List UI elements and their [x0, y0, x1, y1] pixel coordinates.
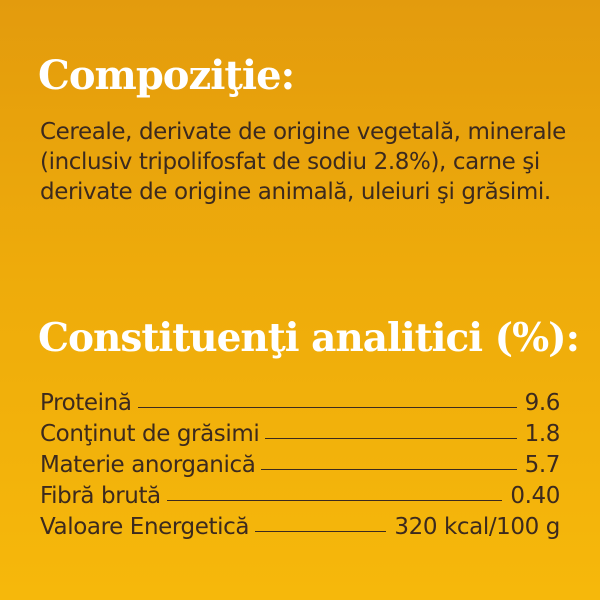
- dotted-leader-line: [255, 531, 387, 532]
- dotted-leader-line: [265, 438, 517, 439]
- analysis-row-fat-content: Conţinut de grăsimi 1.8: [40, 419, 560, 450]
- analysis-label: Proteină: [40, 390, 132, 416]
- analysis-value: 9.6: [524, 390, 561, 416]
- composition-title: Compoziţie:: [38, 52, 295, 99]
- dotted-leader-line: [261, 469, 517, 470]
- analysis-label: Conţinut de grăsimi: [40, 421, 260, 447]
- analysis-table: Proteină 9.6 Conţinut de grăsimi 1.8 Mat…: [40, 388, 560, 543]
- analysis-value: 0.40: [510, 483, 560, 509]
- analysis-label: Fibră brută: [40, 483, 161, 509]
- dotted-leader-line: [137, 407, 517, 408]
- analytical-constituents-title: Constituenţi analitici (%):: [38, 315, 580, 361]
- analysis-label: Materie anorganică: [40, 452, 256, 478]
- analysis-label: Valoare Energetică: [40, 514, 250, 540]
- analysis-row-energy-value: Valoare Energetică 320 kcal/100 g: [40, 512, 560, 543]
- analysis-value: 1.8: [524, 421, 561, 447]
- analysis-value: 320 kcal/100 g: [394, 514, 560, 540]
- composition-text: Cereale, derivate de origine vegetală, m…: [40, 119, 566, 205]
- analysis-row-protein: Proteină 9.6: [40, 388, 560, 419]
- analysis-row-inorganic-matter: Materie anorganică 5.7: [40, 450, 560, 481]
- analysis-value: 5.7: [524, 452, 561, 478]
- dotted-leader-line: [166, 500, 503, 501]
- analysis-row-crude-fiber: Fibră brută 0.40: [40, 481, 560, 512]
